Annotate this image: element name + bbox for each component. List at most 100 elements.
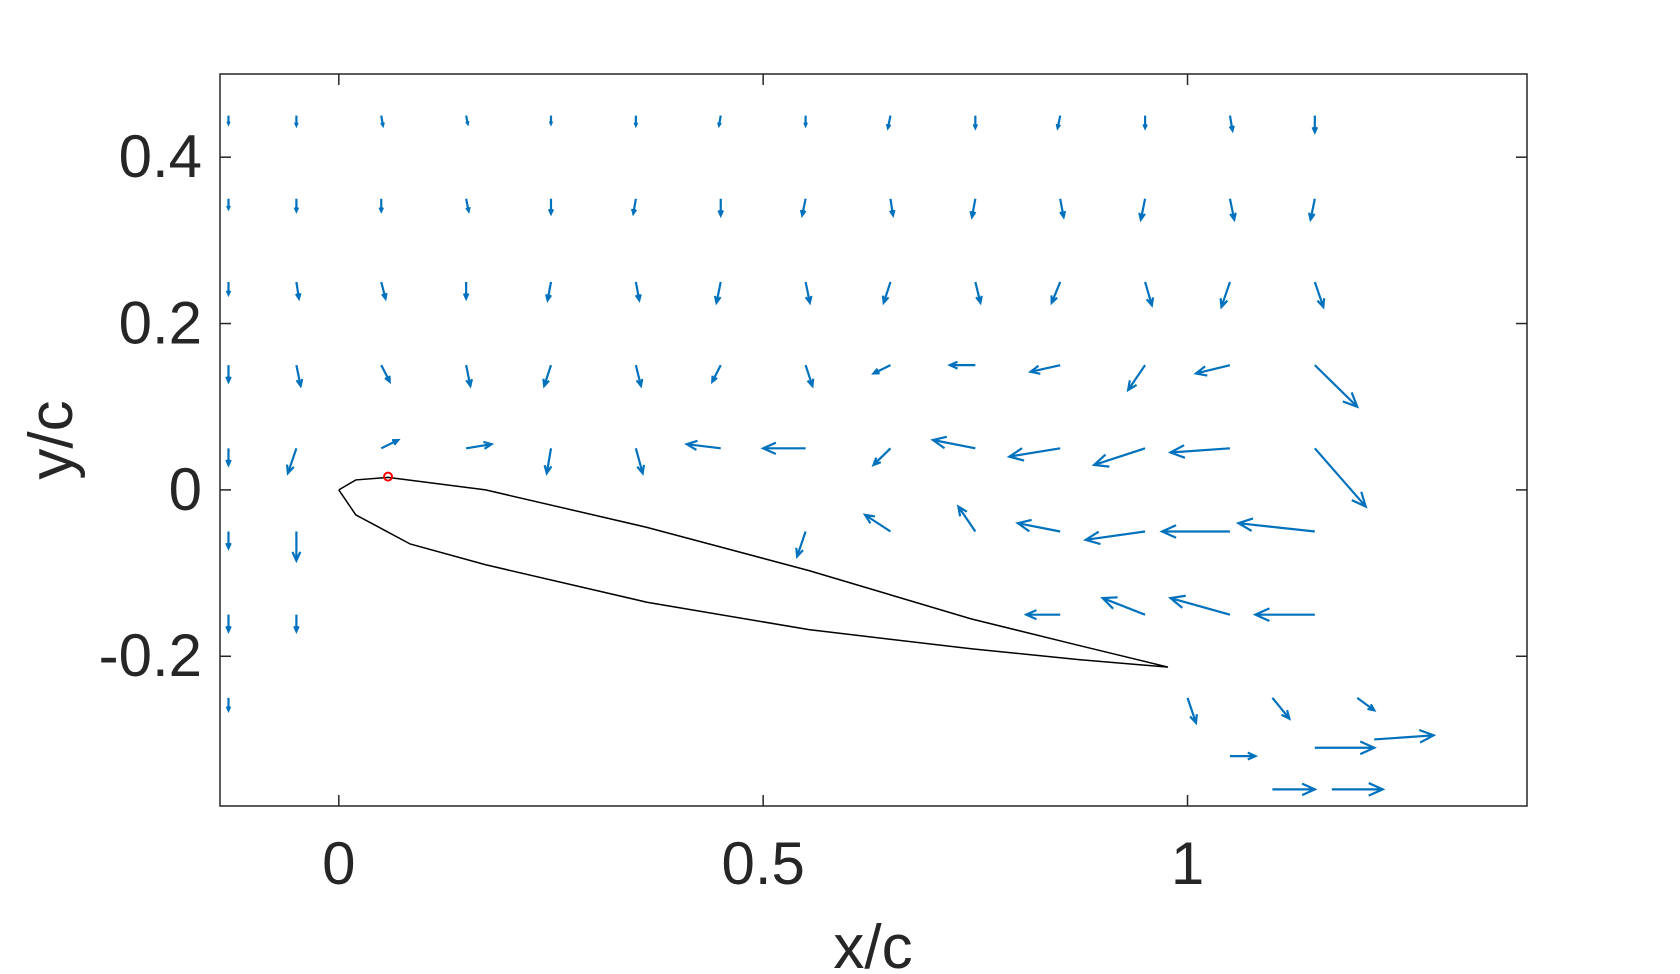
vector-arrow — [1314, 740, 1377, 756]
vector-arrow — [225, 448, 232, 468]
vector-arrow — [294, 281, 302, 302]
vector-arrow — [1186, 697, 1198, 726]
vector-arrow — [1228, 198, 1237, 223]
vector-arrow — [378, 198, 384, 214]
vector-arrow — [1313, 281, 1326, 310]
vector-arrow — [634, 281, 642, 303]
vector-arrow — [795, 531, 807, 559]
vector-arrow — [380, 115, 385, 129]
vector-arrow — [1252, 607, 1315, 622]
y-axis-label: y/c — [17, 400, 86, 479]
vector-arrow — [293, 198, 300, 214]
vector-arrow — [380, 364, 391, 385]
vector-arrow — [380, 438, 401, 450]
vector-arrow — [1313, 447, 1368, 509]
vector-arrow — [542, 364, 553, 389]
vector-arrow — [1356, 696, 1377, 712]
y-tick-label: 0.4 — [119, 123, 202, 190]
vector-arrow — [1272, 782, 1318, 797]
vector-arrow — [956, 504, 977, 533]
vector-arrow — [293, 614, 300, 634]
vector-arrow — [717, 198, 724, 219]
vector-arrow — [634, 448, 646, 476]
vector-arrow — [1142, 115, 1148, 131]
vector-arrow — [1006, 447, 1061, 462]
airfoil-outline — [338, 476, 1169, 668]
vector-arrow — [1311, 115, 1319, 135]
vector-arrow — [1229, 751, 1259, 761]
vector-arrow — [1314, 364, 1360, 409]
vector-arrow — [295, 364, 304, 389]
vector-arrow — [760, 441, 806, 456]
vector-arrow — [226, 198, 231, 212]
vector-arrow — [634, 364, 644, 389]
vector-arrow — [799, 198, 807, 219]
vector-arrow — [225, 614, 232, 634]
vector-arrow — [885, 115, 892, 131]
vector-arrow — [871, 447, 892, 467]
vector-arrow — [1083, 530, 1146, 546]
vector-arrow — [225, 697, 232, 714]
vector-arrow — [547, 198, 555, 217]
vector-arrow — [545, 281, 553, 303]
vector-arrow — [226, 115, 231, 127]
x-tick-label: 0.5 — [721, 830, 804, 897]
vector-arrow — [225, 365, 232, 385]
vector-arrow — [1374, 728, 1437, 744]
vector-arrow — [1091, 447, 1146, 468]
vector-arrow — [889, 198, 896, 219]
vector-arrow — [1307, 198, 1316, 223]
vector-arrow — [804, 364, 815, 389]
vector-arrow — [465, 198, 471, 214]
vector-arrow — [1055, 115, 1062, 131]
y-tick-label: 0.2 — [119, 289, 202, 356]
vector-arrow — [1050, 281, 1062, 306]
vector-arrow — [974, 281, 983, 306]
vector-arrow — [717, 115, 722, 129]
y-tick-label: -0.2 — [99, 622, 202, 689]
x-tick-label: 0 — [322, 830, 355, 897]
vector-arrow — [972, 115, 979, 131]
vector-arrow — [543, 448, 553, 476]
vector-arrow — [1271, 697, 1292, 721]
vector-arrow — [969, 198, 977, 220]
vector-arrow — [225, 531, 232, 551]
vector-arrow — [684, 439, 721, 451]
vector-arrow — [803, 115, 808, 129]
vector-arrow — [294, 115, 299, 129]
vector-arrow — [871, 364, 891, 375]
vector-arrow — [285, 447, 298, 476]
vector-arrow — [380, 281, 388, 302]
vector-arrow — [1126, 364, 1146, 393]
vector-arrow — [630, 198, 638, 217]
vector-arrow — [862, 513, 892, 533]
vector-arrow — [225, 281, 232, 298]
vector-arrow — [465, 115, 470, 127]
vector-arrow — [548, 115, 554, 127]
vector-arrow — [1331, 782, 1386, 797]
vector-arrow — [291, 531, 302, 564]
axes-box — [219, 73, 1528, 807]
vector-arrow — [1228, 115, 1235, 134]
vector-arrow — [1027, 364, 1061, 375]
vector-arrow — [465, 440, 495, 450]
vector-arrow — [1059, 198, 1067, 220]
vector-arrow — [804, 281, 813, 306]
vector-arrow — [1023, 609, 1061, 621]
vector-arrow — [1144, 281, 1155, 308]
vector-arrow — [947, 360, 976, 370]
vector-arrow — [1167, 444, 1231, 459]
vector-arrow — [462, 281, 470, 302]
marker — [383, 471, 394, 482]
vector-arrow — [633, 115, 639, 129]
x-axis-label: x/c — [833, 913, 912, 974]
vector-arrow — [881, 281, 892, 306]
vector-arrow — [1159, 524, 1230, 539]
vector-arrow — [1138, 198, 1147, 223]
x-tick-label: 1 — [1171, 830, 1204, 897]
vector-arrow — [711, 364, 722, 385]
vector-arrow — [1193, 364, 1231, 377]
y-tick-label: 0 — [169, 456, 202, 523]
vector-arrow — [1235, 517, 1315, 533]
